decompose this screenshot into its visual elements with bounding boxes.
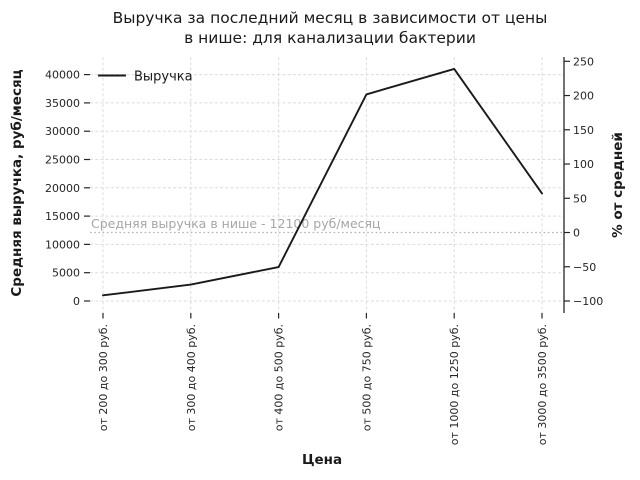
svg-text:30000: 30000 bbox=[45, 125, 80, 138]
svg-text:от 500 до 750 руб.: от 500 до 750 руб. bbox=[360, 324, 373, 431]
chart-title-line-2: в нише: для канализации бактерии bbox=[184, 29, 476, 47]
svg-text:15000: 15000 bbox=[45, 210, 80, 223]
right-axis-title: % от средней bbox=[610, 132, 626, 238]
svg-text:50: 50 bbox=[573, 192, 587, 205]
legend-label: Выручка bbox=[134, 70, 193, 85]
series-line-revenue bbox=[102, 67, 543, 297]
right-axis: −100 −50 0 50 100 150 200 250 bbox=[563, 55, 603, 313]
chart-title-line-1: Выручка за последний месяц в зависимости… bbox=[112, 9, 548, 27]
svg-text:100: 100 bbox=[573, 158, 594, 171]
x-axis: от 200 до 300 руб. от 300 до 400 руб. от 4… bbox=[97, 313, 549, 445]
average-line: Средняя выручка в нише - 12100 руб/месяц bbox=[90, 216, 564, 234]
svg-text:от 200 до 300 руб.: от 200 до 300 руб. bbox=[97, 324, 110, 431]
svg-text:150: 150 bbox=[573, 124, 594, 137]
svg-text:от 400 до 500 руб.: от 400 до 500 руб. bbox=[273, 324, 286, 431]
svg-text:40000: 40000 bbox=[45, 69, 80, 82]
svg-text:200: 200 bbox=[573, 90, 594, 103]
svg-text:25000: 25000 bbox=[45, 154, 80, 167]
left-axis-title: Средняя выручка, руб/месяц bbox=[9, 69, 25, 296]
svg-text:от 300 до 400 руб.: от 300 до 400 руб. bbox=[185, 324, 198, 431]
svg-text:20000: 20000 bbox=[45, 182, 80, 195]
axis-titles: Средняя выручка, руб/месяц % от средней Це… bbox=[9, 69, 626, 468]
legend: Выручка bbox=[98, 70, 193, 85]
svg-text:5000: 5000 bbox=[52, 267, 80, 280]
average-annotation: Средняя выручка в нише - 12100 руб/месяц bbox=[91, 216, 381, 231]
x-axis-title: Цена bbox=[302, 452, 342, 468]
svg-text:−100: −100 bbox=[573, 295, 603, 308]
svg-text:10000: 10000 bbox=[45, 238, 80, 251]
grid-lines bbox=[90, 57, 564, 313]
svg-text:от 1000 до 1250 руб.: от 1000 до 1250 руб. bbox=[448, 324, 461, 445]
svg-text:0: 0 bbox=[73, 295, 80, 308]
svg-text:35000: 35000 bbox=[45, 97, 80, 110]
svg-text:−50: −50 bbox=[573, 261, 596, 274]
svg-text:250: 250 bbox=[573, 55, 594, 68]
svg-text:от 3000 до 3500 руб.: от 3000 до 3500 руб. bbox=[536, 324, 549, 445]
left-axis: 0 5000 10000 15000 20000 25000 30000 35000 40000 bbox=[45, 69, 90, 308]
svg-text:0: 0 bbox=[573, 227, 580, 240]
chart-title: Выручка за последний месяц в зависимости… bbox=[14, 8, 640, 48]
